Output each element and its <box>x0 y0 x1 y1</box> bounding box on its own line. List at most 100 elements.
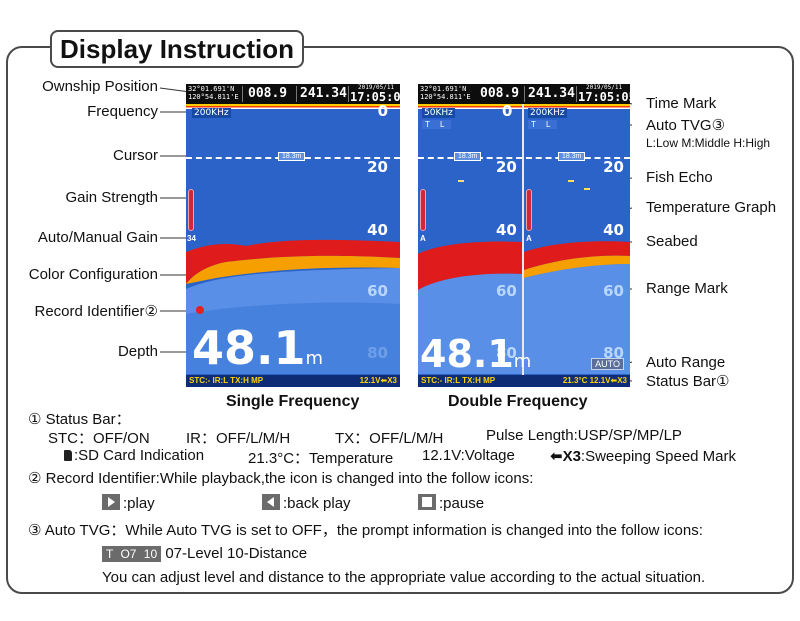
label-fish-echo: Fish Echo <box>646 169 713 186</box>
gain-strength-bar-low <box>420 189 426 231</box>
status-bar-double: STC:- IR:L TX:H MP 21.3°C 12.1V⬅X3 <box>418 375 630 387</box>
sweep-mark: ⬅X3 <box>550 448 581 465</box>
status-left-double: STC:- IR:L TX:H MP <box>421 376 496 385</box>
seabed-echo-high <box>524 241 630 374</box>
range-mark-20-high: 20 <box>603 158 624 176</box>
single-topbar: 32°01.691'N 120°54.811'E 008.9 241.34 20… <box>186 84 400 104</box>
label-record-identifier: Record Identifier② <box>34 303 158 320</box>
label-gain-strength: Gain Strength <box>65 189 158 206</box>
frequency-tag-high: 200KHz <box>528 108 567 118</box>
label-cursor: Cursor <box>112 147 158 164</box>
gain-mode: 34 <box>187 234 196 243</box>
note-pause: :pause <box>418 494 484 512</box>
status-left: STC:- IR:L TX:H MP <box>189 376 264 385</box>
note-back-play-text: :back play <box>283 495 351 512</box>
longitude-double: 120°54.811'E <box>420 93 471 101</box>
frequency-divider <box>522 104 524 375</box>
status-bar: STC:- IR:L TX:H MP 12.1V⬅X3 <box>186 375 400 387</box>
play-icon <box>102 494 120 510</box>
range-mark-40-low: 40 <box>496 221 517 239</box>
auto-tvg-tag-low: T L <box>422 120 452 129</box>
cursor-line-double <box>418 157 630 159</box>
label-temperature-graph: Temperature Graph <box>646 199 777 216</box>
note-ir: IR：OFF/L/M/H <box>186 430 291 447</box>
range-mark-40: 40 <box>367 221 388 239</box>
caption-double: Double Frequency <box>448 393 588 410</box>
note-adjust: You can adjust level and distance to the… <box>102 569 706 586</box>
latitude-double: 32°01.691'N <box>420 85 467 93</box>
frequency-tag-low: 50KHz <box>422 108 455 118</box>
note-play-text: :play <box>123 495 155 512</box>
auto-tvg-tag-high: T L <box>528 120 558 129</box>
label-range-mark: Range Mark <box>646 280 728 297</box>
note-sd: :SD Card Indication <box>64 447 204 464</box>
color-strip <box>186 104 400 109</box>
ownship-position: 32°01.691'N 120°54.811'E <box>188 85 239 101</box>
note-tvg: ③ Auto TVG：While Auto TVG is set to OFF，… <box>28 522 703 539</box>
label-auto-tvg: Auto TVG③ <box>646 117 726 134</box>
note-stc: STC：OFF/ON <box>48 430 150 447</box>
label-depth: Depth <box>117 343 158 360</box>
pause-icon <box>418 494 436 510</box>
fish-echo-mark <box>568 180 574 182</box>
outer-frame <box>6 46 794 594</box>
heading-value-double: 241.34 <box>528 86 575 101</box>
date: 2019/05/11 <box>358 84 395 91</box>
status-right-double: 21.3°C 12.1V⬅X3 <box>562 376 627 385</box>
note-back-play: :back play <box>262 494 351 512</box>
range-mark-0: 0 <box>377 102 388 120</box>
back-play-icon <box>262 494 280 510</box>
label-ownship-position: Ownship Position <box>42 78 158 95</box>
label-seabed: Seabed <box>646 233 698 250</box>
note-sd-text: :SD Card Indication <box>74 447 205 464</box>
longitude: 120°54.811'E <box>188 93 239 101</box>
note-volt: 12.1V:Voltage <box>422 447 515 464</box>
double-frequency-screen: 32°01.691'N 120°54.811'E 008.9 241.34 20… <box>418 84 630 387</box>
range-mark-20: 20 <box>367 158 388 176</box>
label-color-configuration: Color Configuration <box>28 266 158 283</box>
range-mark-40-high: 40 <box>603 221 624 239</box>
fish-echo-mark-low <box>458 180 464 182</box>
latitude: 32°01.691'N <box>188 85 235 93</box>
note-sweep: ⬅X3:Sweeping Speed Mark <box>550 447 736 465</box>
cursor-depth-tag: 18.3m <box>278 152 306 161</box>
label-auto-range: Auto Range <box>646 354 726 371</box>
color-strip-double <box>418 104 630 109</box>
note-tx: TX：OFF/L/M/H <box>335 430 444 447</box>
page-title: Display Instruction <box>50 30 305 68</box>
frequency-tag: 200KHz <box>192 108 231 118</box>
gain-strength-bar-high <box>526 189 532 231</box>
label-status-bar: Status Bar① <box>646 373 730 390</box>
label-frequency: Frequency <box>87 103 158 120</box>
record-identifier-icon <box>196 306 204 314</box>
date-double: 2019/05/11 <box>586 84 623 91</box>
note-record: ② Record Identifier:While playback,the i… <box>28 470 534 487</box>
note-tvg-chip-row: T O7 10 07-Level 10-Distance <box>102 545 307 562</box>
depth-readout-double: 48.1m <box>420 334 531 382</box>
heading-value: 241.34 <box>300 86 347 101</box>
gain-strength-bar <box>188 189 194 231</box>
note-status-title: ① Status Bar： <box>28 411 131 428</box>
cursor-tag-low: 18.3m <box>454 152 482 161</box>
note-sweep-text: :Sweeping Speed Mark <box>580 448 737 465</box>
fish-echo-mark-2 <box>584 188 590 190</box>
depth-value-double: 48.1 <box>420 332 514 376</box>
depth-readout: 48.1m <box>192 324 323 383</box>
single-frequency-screen: 32°01.691'N 120°54.811'E 008.9 241.34 20… <box>186 84 400 387</box>
note-temp: 21.3°C：Temperature <box>248 450 394 467</box>
range-mark-0-low: 0 <box>502 102 513 120</box>
double-topbar: 32°01.691'N 120°54.811'E 008.9 241.34 20… <box>418 84 630 104</box>
label-time-mark: Time Mark <box>646 95 717 112</box>
note-tvg-desc: 07-Level 10-Distance <box>165 545 308 562</box>
note-pause-text: :pause <box>439 495 485 512</box>
note-pulse: Pulse Length:USP/SP/MP/LP <box>486 427 682 444</box>
caption-single: Single Frequency <box>226 393 360 410</box>
depth-unit-double: m <box>513 351 532 372</box>
status-right: 12.1V⬅X3 <box>359 376 397 385</box>
seabed-echo-low <box>418 241 522 374</box>
gain-mode-low: A <box>420 234 426 243</box>
speed-value-double: 008.9 <box>480 86 520 101</box>
gain-mode-high: A <box>526 234 532 243</box>
note-play: :play <box>102 494 155 512</box>
ownship-position-double: 32°01.691'N 120°54.811'E <box>420 85 471 101</box>
